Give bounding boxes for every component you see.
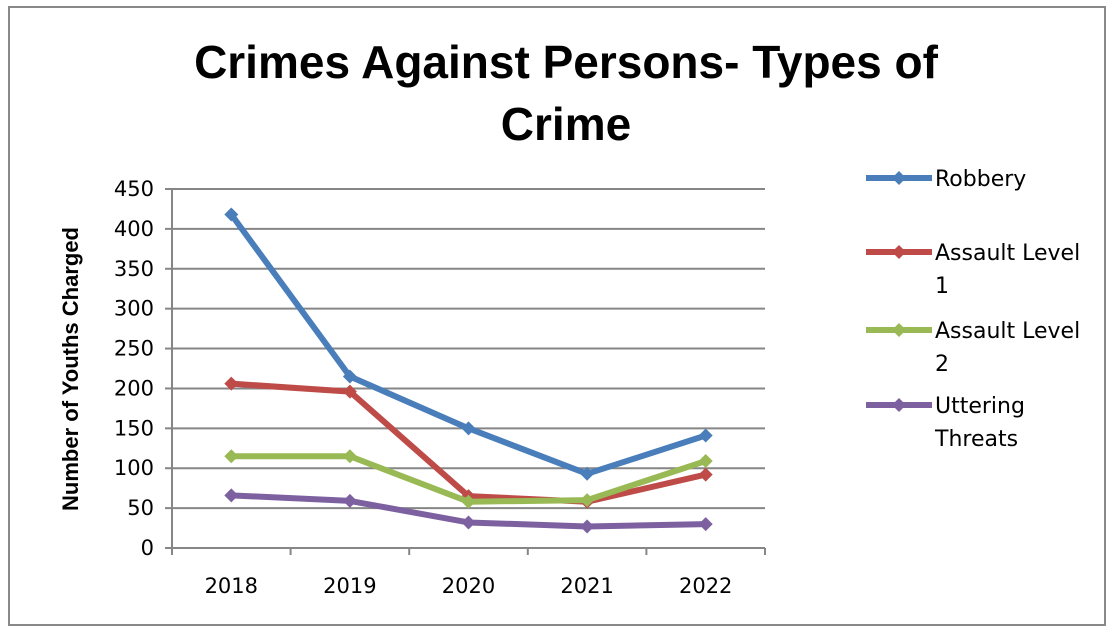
series-robbery bbox=[224, 207, 713, 481]
data-point-uttering-threats-2020 bbox=[461, 515, 476, 530]
legend-swatch-marker-uttering-threats bbox=[892, 398, 906, 412]
legend-label-assault-level-2: Assault Level 2 bbox=[935, 319, 1080, 377]
axes bbox=[165, 188, 766, 555]
data-point-assault-level-1-2019 bbox=[342, 384, 357, 399]
series-assault-level-1 bbox=[224, 376, 713, 509]
y-tick-label-150: 150 bbox=[114, 416, 154, 440]
x-tick-label-2018: 2018 bbox=[205, 574, 258, 598]
legend-label-line-assault-level-1-1: 1 bbox=[935, 274, 949, 299]
legend-label-robbery: Robbery bbox=[935, 167, 1026, 192]
y-tick-label-50: 50 bbox=[127, 496, 154, 520]
y-tick-label-450: 450 bbox=[114, 177, 154, 201]
legend-swatch-marker-assault-level-1 bbox=[892, 245, 906, 259]
legend-item-assault-level-2: Assault Level 2 bbox=[866, 319, 1080, 377]
data-point-robbery-2021 bbox=[580, 466, 595, 481]
y-axis-title: Number of Youths Charged bbox=[58, 227, 83, 511]
x-tick-labels: 2018 2019 2020 2021 2022 bbox=[205, 574, 733, 598]
data-point-assault-level-1-2018 bbox=[224, 376, 239, 391]
data-point-assault-level-2-2020 bbox=[461, 494, 476, 509]
data-point-uttering-threats-2018 bbox=[224, 488, 239, 503]
y-tick-labels: 0 50 100 150 200 250 300 350 400 450 bbox=[114, 177, 154, 560]
y-tick-label-300: 300 bbox=[114, 297, 154, 321]
legend-item-robbery: Robbery bbox=[866, 167, 1026, 192]
y-tick-label-0: 0 bbox=[141, 536, 154, 560]
data-point-uttering-threats-2022 bbox=[698, 517, 713, 532]
legend-swatch-marker-robbery bbox=[892, 171, 906, 185]
chart-title: Crimes Against Persons- Types of Crime bbox=[194, 36, 939, 150]
legend-item-uttering-threats: Uttering Threats bbox=[866, 394, 1025, 452]
series-lines bbox=[224, 207, 713, 534]
y-tick-label-200: 200 bbox=[114, 376, 154, 400]
data-point-assault-level-2-2022 bbox=[698, 454, 713, 469]
legend-label-line-uttering-threats-0: Uttering bbox=[935, 394, 1025, 419]
y-tick-label-100: 100 bbox=[114, 456, 154, 480]
chart-title-line-1: Crimes Against Persons- Types of bbox=[194, 36, 939, 88]
x-tick-label-2022: 2022 bbox=[679, 574, 732, 598]
data-point-assault-level-2-2021 bbox=[580, 493, 595, 508]
data-point-robbery-2019 bbox=[342, 369, 357, 384]
data-point-assault-level-2-2018 bbox=[224, 449, 239, 464]
legend-label-line-assault-level-2-1: 2 bbox=[935, 352, 949, 377]
data-point-assault-level-2-2019 bbox=[342, 449, 357, 464]
data-point-robbery-2018 bbox=[224, 207, 239, 222]
data-point-robbery-2020 bbox=[461, 421, 476, 436]
chart-title-line-2: Crime bbox=[501, 98, 631, 150]
legend: Robbery Assault Level 1 Assault Level 2 Utter… bbox=[866, 167, 1080, 452]
x-tick-label-2019: 2019 bbox=[323, 574, 376, 598]
x-tick-label-2020: 2020 bbox=[442, 574, 495, 598]
legend-item-assault-level-1: Assault Level 1 bbox=[866, 241, 1080, 299]
y-tick-label-350: 350 bbox=[114, 257, 154, 281]
data-point-assault-level-1-2022 bbox=[698, 467, 713, 482]
data-point-uttering-threats-2021 bbox=[580, 519, 595, 534]
gridlines bbox=[172, 188, 765, 510]
legend-label-assault-level-1: Assault Level 1 bbox=[935, 241, 1080, 299]
legend-label-line-assault-level-2-0: Assault Level bbox=[935, 319, 1080, 344]
legend-label-line-uttering-threats-1: Threats bbox=[934, 427, 1018, 452]
y-tick-label-400: 400 bbox=[114, 217, 154, 241]
legend-label-line-assault-level-1-0: Assault Level bbox=[935, 241, 1080, 266]
y-tick-label-250: 250 bbox=[114, 337, 154, 361]
series-assault-level-2 bbox=[224, 449, 713, 509]
legend-label-uttering-threats: Uttering Threats bbox=[934, 394, 1025, 452]
data-point-uttering-threats-2019 bbox=[342, 493, 357, 508]
data-point-robbery-2022 bbox=[698, 428, 713, 443]
legend-swatch-marker-assault-level-2 bbox=[892, 323, 906, 337]
series-uttering-threats bbox=[224, 488, 713, 534]
legend-label-line-robbery-0: Robbery bbox=[935, 167, 1026, 192]
x-tick-label-2021: 2021 bbox=[560, 574, 613, 598]
